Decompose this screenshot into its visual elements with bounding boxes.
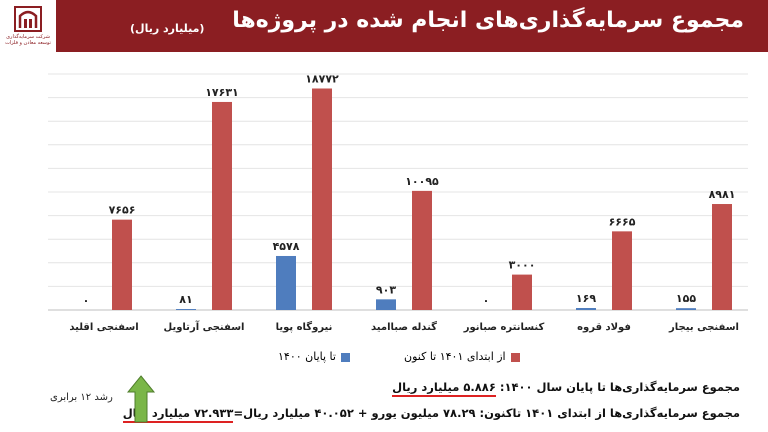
bar-blue <box>676 308 696 310</box>
legend-item-2: از ابتدای ۱۴۰۱ تا کنون <box>404 350 520 363</box>
data-label: ۱۶۹ <box>576 292 596 305</box>
bar-blue <box>176 309 196 310</box>
total-1401-formula: ۷۸.۲۹ میلیون یورو + ۴۰.۰۵۲ میلیارد ریال= <box>233 406 476 420</box>
bar-red <box>412 190 432 310</box>
category-label: گندله صباامید <box>371 320 437 333</box>
category-label: کنسانتره صبانور <box>463 322 545 333</box>
data-label: ۱۵۵ <box>676 292 696 305</box>
data-label: ۳۰۰۰ <box>509 259 536 272</box>
bar-red <box>512 274 532 310</box>
category-label: اسفنجی آرتاویل <box>164 320 245 333</box>
data-label: ۶۶۶۵ <box>609 215 636 228</box>
data-label: ۷۶۵۶ <box>109 204 136 217</box>
total-1400-label: مجموع سرمایه‌گذاری‌ها تا پایان سال ۱۴۰۰: <box>499 380 740 394</box>
bar-red <box>212 101 232 311</box>
total-1400-note: مجموع سرمایه‌گذاری‌ها تا پایان سال ۱۴۰۰:… <box>392 380 740 397</box>
bar-blue <box>276 255 296 310</box>
legend-label-1: تا پایان ۱۴۰۰ <box>278 350 336 363</box>
data-label: ۰ <box>83 294 90 307</box>
data-label: ۱۷۶۳۱ <box>205 86 239 99</box>
category-label: فولاد قروه <box>577 322 631 333</box>
total-1401-note: مجموع سرمایه‌گذاری‌ها از ابتدای ۱۴۰۱ تاک… <box>122 406 741 423</box>
bar-red <box>112 219 132 310</box>
legend-swatch-red <box>510 352 520 362</box>
logo-icon <box>14 6 42 32</box>
category-label: اسفنجی اقلید <box>69 322 138 333</box>
total-1401-label: مجموع سرمایه‌گذاری‌ها از ابتدای ۱۴۰۱ تاک… <box>479 406 741 420</box>
header-bar: شرکت سرمایه‌گذاری توسعه معادن و فلزات مج… <box>0 0 768 52</box>
investment-bar-chart: ۱۵۵ ۸۹۸۱ اسفنجی بیجار ۱۶۹ ۶۶۶۵ فولاد قروه ۰ ۳۰۰… <box>48 72 748 333</box>
total-1400-value: ۵.۸۸۶ میلیارد ریال <box>392 380 496 397</box>
data-label: ۱۸۷۷۲ <box>305 72 339 85</box>
legend-item-1: تا پایان ۱۴۰۰ <box>278 350 350 363</box>
legend-swatch-blue <box>340 352 350 362</box>
legend-label-2: از ابتدای ۱۴۰۱ تا کنون <box>404 350 506 363</box>
bar-red <box>312 88 332 310</box>
bar-red <box>712 204 732 310</box>
bar-blue <box>576 308 596 310</box>
growth-label: رشد ۱۲ برابری <box>50 392 113 403</box>
company-logo: شرکت سرمایه‌گذاری توسعه معادن و فلزات <box>0 0 56 52</box>
data-label: ۰ <box>483 294 490 307</box>
data-label: ۸۱ <box>179 293 192 306</box>
logo-caption: شرکت سرمایه‌گذاری توسعه معادن و فلزات <box>5 34 51 46</box>
page-subtitle: (میلیارد ریال) <box>130 22 205 35</box>
data-label: ۴۵۷۸ <box>273 240 300 253</box>
data-label: ۹۰۳ <box>376 283 396 296</box>
growth-arrow-icon <box>126 375 156 423</box>
category-label: نیروگاه پویا <box>276 320 333 333</box>
data-label: ۱۰۰۹۵ <box>405 175 439 188</box>
bar-blue <box>376 299 396 310</box>
bar-red <box>612 231 632 310</box>
data-label: ۸۹۸۱ <box>709 188 736 201</box>
page-title: مجموع سرمایه‌گذاری‌های انجام شده در پروژ… <box>232 8 744 33</box>
category-label: اسفنجی بیجار <box>668 322 739 333</box>
